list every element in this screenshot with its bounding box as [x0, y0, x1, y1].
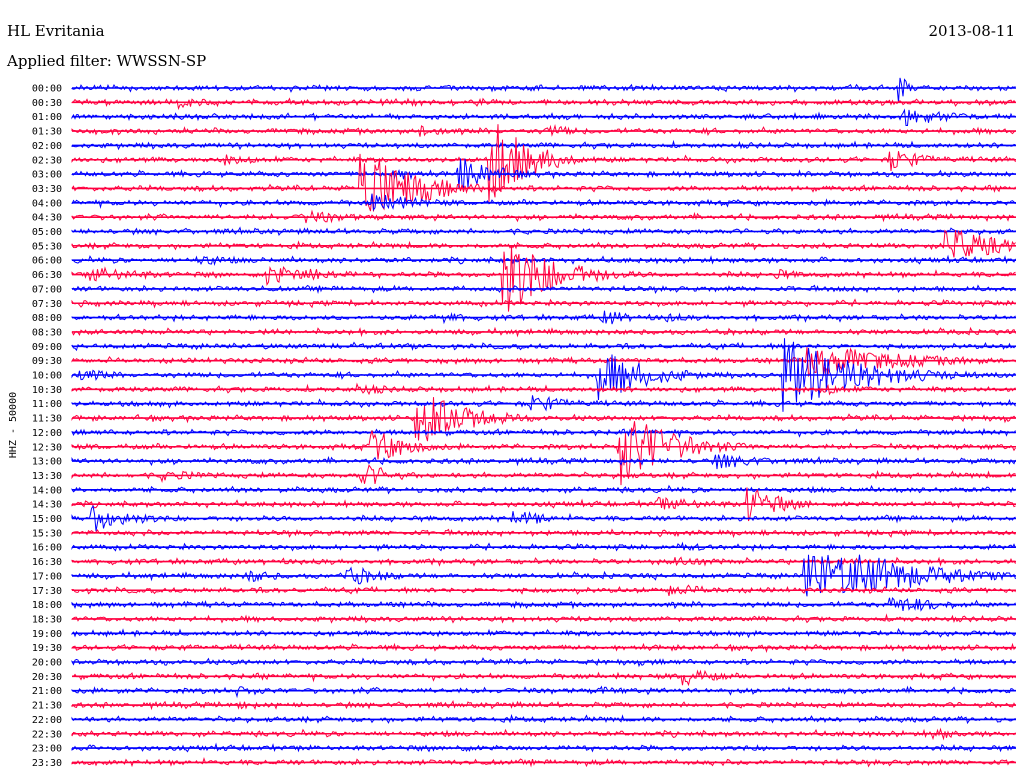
trace-line — [71, 427, 1016, 439]
row-time-label: 07:30 — [32, 299, 62, 310]
row-time-label: 11:30 — [32, 414, 62, 425]
row-time-label: 02:30 — [32, 155, 62, 166]
row-time-label: 06:00 — [32, 256, 62, 267]
row-time-label: 04:00 — [32, 198, 62, 209]
row-time-label: 18:30 — [32, 614, 62, 625]
row-time-label: 02:00 — [32, 141, 62, 152]
row-time-label: 22:00 — [32, 715, 62, 726]
trace-line — [71, 382, 1016, 396]
row-time-label: 08:00 — [32, 313, 62, 324]
filter-label: Applied filter: WWSSN-SP — [6, 52, 206, 70]
row-time-label: 00:30 — [32, 98, 62, 109]
row-time-label: 17:00 — [32, 571, 62, 582]
trace-line — [71, 484, 1016, 495]
row-time-label: 18:00 — [32, 600, 62, 611]
trace-rows: 00:00 00:30 01:00 01:30 02:00 02:30 03:00 03:30… — [32, 77, 1016, 769]
station-title: HL Evritania — [7, 22, 105, 40]
row-time-label: 09:30 — [32, 356, 62, 367]
trace-line — [71, 209, 1016, 224]
y-axis-label: HHZ - 50000 — [8, 392, 19, 458]
row-time-label: 19:00 — [32, 629, 62, 640]
trace-line — [71, 254, 1016, 267]
row-time-label: 01:30 — [32, 127, 62, 138]
row-time-label: 11:00 — [32, 399, 62, 410]
row-time-label: 05:30 — [32, 241, 62, 252]
row-time-label: 10:30 — [32, 385, 62, 396]
row-time-label: 06:30 — [32, 270, 62, 281]
row-time-label: 14:00 — [32, 485, 62, 496]
row-time-label: 21:30 — [32, 701, 62, 712]
row-time-label: 15:30 — [32, 528, 62, 539]
row-time-label: 05:00 — [32, 227, 62, 238]
row-time-label: 07:00 — [32, 284, 62, 295]
trace-line — [71, 229, 1016, 258]
row-time-label: 10:00 — [32, 371, 62, 382]
date-label: 2013-08-11 — [929, 22, 1015, 40]
row-time-label: 09:00 — [32, 342, 62, 353]
row-time-label: 03:00 — [32, 170, 62, 181]
row-time-label: 04:30 — [32, 213, 62, 224]
row-time-label: 17:30 — [32, 586, 62, 597]
row-time-label: 01:00 — [32, 112, 62, 123]
row-time-label: 14:30 — [32, 500, 62, 511]
row-time-label: 23:00 — [32, 744, 62, 755]
trace-line — [71, 310, 1016, 325]
row-time-label: 13:30 — [32, 471, 62, 482]
trace-line — [71, 597, 1016, 612]
row-time-label: 20:00 — [32, 658, 62, 669]
row-time-label: 16:00 — [32, 543, 62, 554]
trace-line — [71, 454, 1016, 470]
row-time-label: 12:30 — [32, 442, 62, 453]
trace-line — [71, 628, 1016, 639]
row-time-label: 00:00 — [32, 84, 62, 95]
row-time-label: 08:30 — [32, 327, 62, 338]
row-time-label: 13:00 — [32, 457, 62, 468]
trace-line — [71, 541, 1016, 553]
row-time-label: 20:30 — [32, 672, 62, 683]
row-time-label: 03:30 — [32, 184, 62, 195]
row-time-label: 21:00 — [32, 686, 62, 697]
row-time-label: 12:00 — [32, 428, 62, 439]
row-time-label: 22:30 — [32, 729, 62, 740]
row-time-label: 16:30 — [32, 557, 62, 568]
row-time-label: 19:30 — [32, 643, 62, 654]
row-time-label: 15:00 — [32, 514, 62, 525]
row-time-label: 23:30 — [32, 758, 62, 769]
trace-line — [71, 284, 1016, 295]
trace-line — [71, 669, 1016, 687]
